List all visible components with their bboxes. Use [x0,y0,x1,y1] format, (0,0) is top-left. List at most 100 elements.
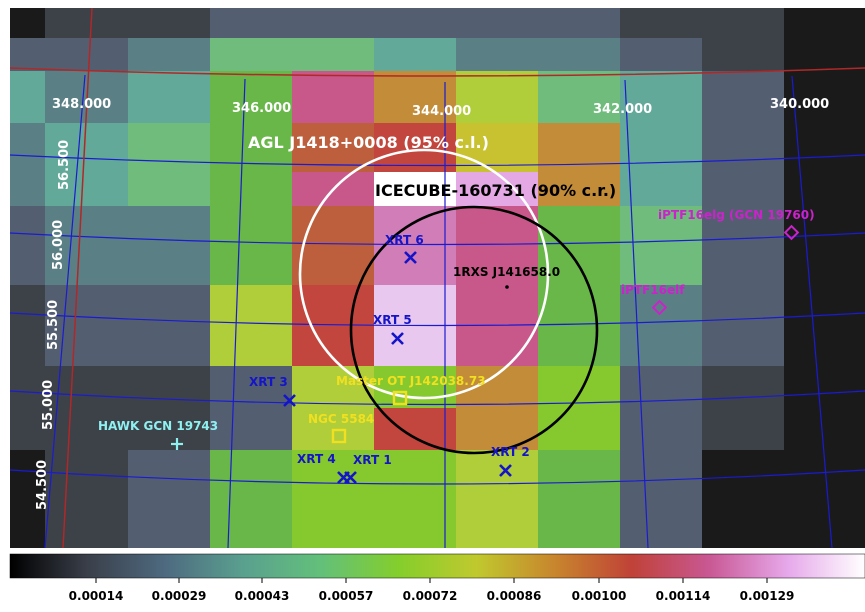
map-pixel [45,408,128,450]
intensity-pixel-grid [10,8,865,548]
ptf16elf-marker [651,299,668,316]
ra-label: 340.000 [770,97,829,112]
top-frame-line [9,67,865,77]
map-pixel [128,450,210,490]
master-ot-label: Master OT J142038.73 [336,374,486,388]
map-pixel [620,71,702,123]
ra-label: 346.000 [232,101,291,116]
map-pixel [128,490,210,548]
dec-gridline [9,312,865,327]
map-pixel [538,8,620,38]
dec-label: 55.500 [46,300,61,350]
map-pixel [702,71,784,123]
map-pixel [128,172,210,206]
ra-gridline [227,78,246,549]
map-pixel [45,490,128,548]
outer-frame-lines [9,7,865,549]
map-pixel [10,285,45,366]
map-pixel [292,206,374,285]
dec-label: 55.000 [41,380,56,430]
map-pixel [292,38,374,71]
map-pixel [210,408,292,450]
dec-gridline [9,232,865,246]
map-pixel [10,8,45,38]
map-pixel [456,408,538,450]
map-pixel [45,172,128,206]
map-pixel [374,490,456,548]
map-pixel [374,172,456,206]
map-pixel [538,71,620,123]
map-pixel [538,285,620,366]
map-pixel [210,285,292,366]
xrt-label: XRT 4 [297,452,336,466]
xrt-label: XRT 2 [491,445,530,459]
map-pixel [538,408,620,450]
map-pixel [10,408,45,450]
map-pixel [45,285,128,366]
map-pixel [292,366,374,408]
plus-marker-icon [171,438,183,450]
map-pixel [456,38,538,71]
x-marker-icon [404,251,417,264]
map-pixel [784,8,865,38]
x-marker-icon [344,471,357,484]
colorbar-tick-label: 0.00029 [152,589,207,603]
map-pixel [538,366,620,408]
map-pixel [128,71,210,123]
map-pixel [456,8,538,38]
map-pixel [784,490,865,548]
map-pixel [10,366,45,408]
map-pixel [620,8,702,38]
xrt-label: XRT 6 [385,233,424,247]
icecube-label: ICECUBE-160731 (90% c.r.) [375,181,616,200]
map-pixel [702,366,784,408]
xrt-sources: XRT 6 XRT 5 XRT 3 XRT 4 XRT 1 XRT 2 [249,233,530,484]
colorbar-tick-label: 0.00043 [235,589,290,603]
map-pixel [784,172,865,206]
map-pixel [702,285,784,366]
colorbar-tick-label: 0.00129 [740,589,795,603]
colorbar-ticks: 0.00014 0.00029 0.00043 0.00057 0.00072 0.000… [69,578,795,603]
map-pixel [374,206,456,285]
map-pixel [374,366,456,408]
map-pixel [10,172,45,206]
dec-label: 54.500 [35,460,50,510]
square-marker-icon [331,428,347,444]
ra-axis-labels: 348.000 346.000 344.000 342.000 340.000 [52,97,829,119]
colorbar-tick-label: 0.00072 [403,589,458,603]
dec-gridline [9,390,865,406]
colorbar-tick-label: 0.00014 [69,589,124,603]
map-pixel [620,408,702,450]
map-pixel [128,366,210,408]
map-pixel [45,123,128,172]
map-pixel [128,38,210,71]
map-pixel [374,71,456,123]
map-pixel [784,285,865,366]
ra-gridline [44,74,86,549]
map-pixel [292,123,374,172]
rxs-label: 1RXS J141658.0 [453,265,560,279]
map-pixel [538,38,620,71]
xrt-label: XRT 5 [373,313,412,327]
colorbar [9,553,865,579]
map-pixel [702,8,784,38]
agl-error-circle [298,148,550,400]
map-pixel [210,71,292,123]
ngc5584-label: NGC 5584 [308,412,374,426]
dec-axis-labels: 56.500 56.000 55.500 55.000 54.500 [35,140,72,510]
map-pixel [620,450,702,490]
map-pixel [538,450,620,490]
map-pixel [702,123,784,172]
map-pixel [292,71,374,123]
ra-label: 348.000 [52,97,111,112]
map-pixel [456,71,538,123]
map-pixel [210,490,292,548]
map-pixel [620,123,702,172]
map-pixel [10,123,45,172]
coordinate-grid [9,74,865,549]
ra-gridline [791,75,833,549]
diamond-marker-icon [651,299,668,316]
map-pixel [45,38,128,71]
map-pixel [292,490,374,548]
